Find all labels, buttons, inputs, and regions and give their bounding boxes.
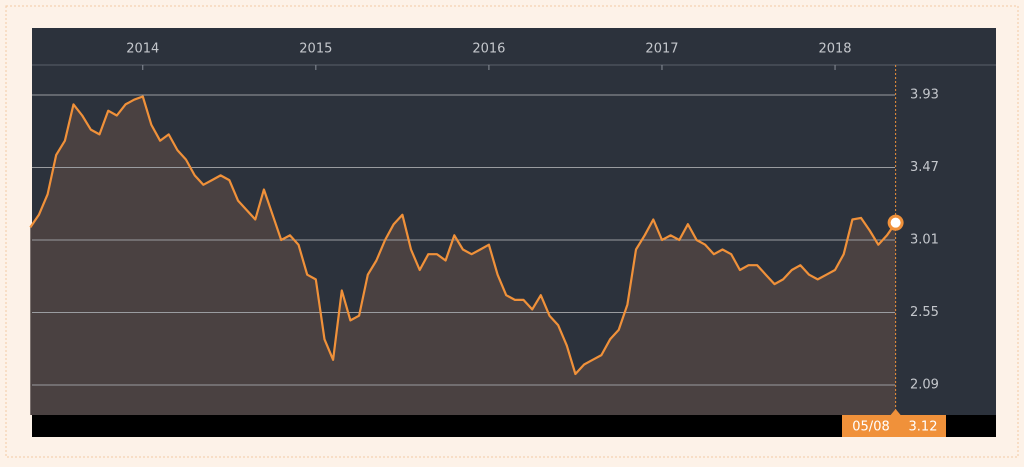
footer-bar [32, 415, 996, 437]
frame [5, 5, 1019, 458]
y-tick-label: 2.55 [910, 305, 939, 320]
hover-value: 3.12 [909, 420, 938, 435]
line [29, 95, 897, 376]
y-tick-label: 3.01 [910, 233, 939, 248]
x-tick-label: 2017 [645, 42, 678, 57]
x-tick-label: 2016 [472, 42, 505, 57]
y-tick-label: 2.09 [910, 378, 939, 393]
y-tick-label: 3.47 [910, 160, 939, 175]
area [30, 96, 896, 415]
pointer [890, 409, 901, 415]
y-tick-label: 3.93 [910, 87, 939, 102]
x-tick-label: 2015 [299, 42, 332, 57]
x-tick-label: 2014 [126, 42, 159, 57]
x-tick-label: 2018 [818, 42, 851, 57]
end-marker [887, 214, 904, 231]
hover-date: 05/08 [852, 420, 889, 435]
value-box [900, 415, 946, 437]
date-box [842, 415, 900, 437]
